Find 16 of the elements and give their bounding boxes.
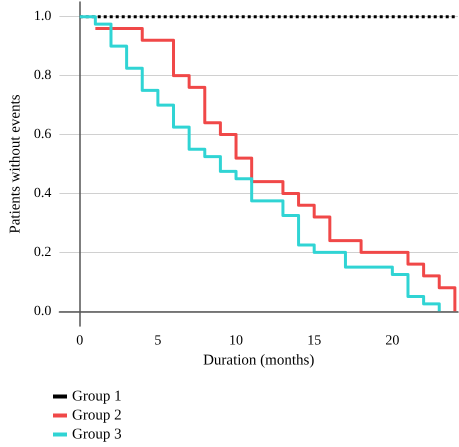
x-tick-label: 15 xyxy=(307,334,322,348)
x-tick-label: 20 xyxy=(385,334,400,348)
legend-label: Group 1 xyxy=(72,388,122,404)
y-tick-label: 0.2 xyxy=(34,244,52,260)
x-tick-label: 5 xyxy=(154,334,162,348)
legend-label: Group 3 xyxy=(72,426,122,442)
legend-label: Group 2 xyxy=(72,408,122,424)
x-tick-label: 0 xyxy=(76,334,84,348)
y-tick-label: 0.4 xyxy=(34,186,52,201)
x-axis-title: Duration (months) xyxy=(203,352,314,368)
y-tick-label: 1.0 xyxy=(34,9,52,24)
y-axis-title: Patients without events xyxy=(8,94,24,234)
y-tick-label: 0.8 xyxy=(34,68,52,84)
y-tick-label: 0.0 xyxy=(34,304,52,319)
x-tick-label: 10 xyxy=(229,334,244,348)
y-tick-label: 0.6 xyxy=(34,127,52,142)
